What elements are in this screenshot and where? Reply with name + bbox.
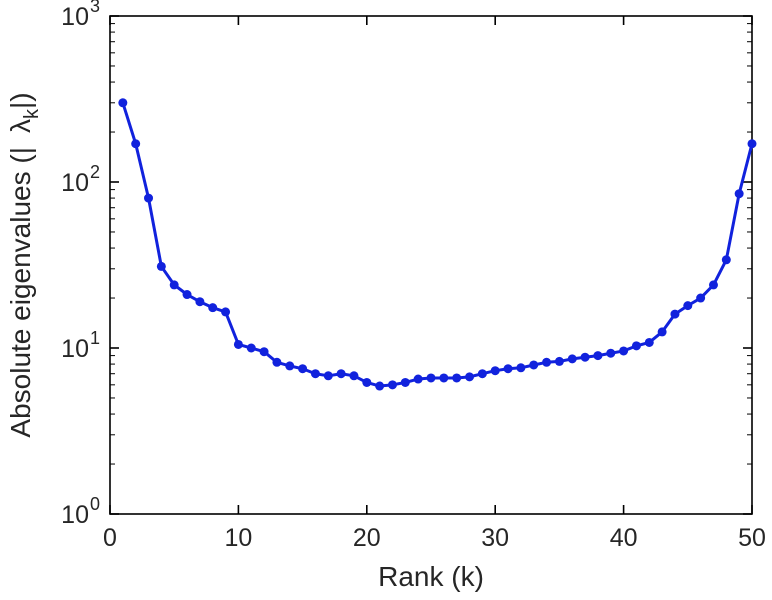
- data-marker: [259, 347, 269, 357]
- data-marker: [477, 369, 487, 379]
- x-tick-label: 30: [481, 524, 509, 552]
- data-marker: [118, 98, 128, 108]
- y-tick-label: 102: [61, 162, 100, 197]
- data-marker: [336, 369, 346, 379]
- data-marker: [310, 369, 320, 379]
- data-marker: [246, 343, 256, 353]
- data-marker: [272, 357, 282, 367]
- data-marker: [696, 293, 706, 303]
- data-marker: [683, 301, 693, 311]
- data-marker: [465, 372, 475, 382]
- data-marker: [221, 307, 231, 317]
- x-axis-label: Rank (k): [378, 561, 484, 592]
- data-marker: [323, 371, 333, 381]
- data-marker: [362, 377, 372, 387]
- x-tick-label: 10: [224, 524, 252, 552]
- data-marker: [285, 361, 295, 371]
- data-marker: [554, 356, 564, 366]
- data-marker: [644, 337, 654, 347]
- data-marker: [734, 189, 744, 199]
- data-marker: [195, 297, 205, 307]
- data-marker: [413, 374, 423, 384]
- data-marker: [156, 261, 166, 271]
- data-marker: [670, 309, 680, 319]
- data-marker: [375, 381, 385, 391]
- y-tick-label: 103: [61, 0, 100, 31]
- data-marker: [567, 354, 577, 364]
- x-tick-label: 20: [353, 524, 381, 552]
- data-marker: [452, 373, 462, 383]
- data-marker: [131, 139, 141, 149]
- y-axis-label: Absolute eigenvalues (|λk|): [5, 92, 43, 437]
- data-marker: [387, 380, 397, 390]
- data-marker: [439, 373, 449, 383]
- data-marker: [606, 348, 616, 358]
- data-marker: [747, 139, 757, 149]
- data-marker: [233, 339, 243, 349]
- axes-box: [109, 15, 753, 515]
- x-tick-label: 0: [103, 524, 117, 552]
- data-marker: [593, 351, 603, 361]
- data-marker: [490, 366, 500, 376]
- data-marker: [708, 280, 718, 290]
- data-marker: [619, 346, 629, 356]
- data-marker: [144, 193, 154, 203]
- data-marker: [298, 364, 308, 374]
- y-tick-label: 101: [61, 328, 100, 363]
- data-marker: [529, 360, 539, 370]
- data-marker: [503, 364, 513, 374]
- data-marker: [426, 373, 436, 383]
- data-marker: [349, 371, 359, 381]
- data-marker: [516, 363, 526, 373]
- data-marker: [182, 290, 192, 300]
- data-marker: [631, 341, 641, 351]
- data-marker: [657, 327, 667, 337]
- data-marker: [400, 377, 410, 387]
- y-tick-label: 100: [61, 494, 100, 529]
- x-tick-label: 40: [610, 524, 638, 552]
- data-marker: [721, 255, 731, 265]
- data-marker: [580, 352, 590, 362]
- data-marker: [169, 280, 179, 290]
- data-line: [121, 101, 754, 388]
- x-tick-label: 50: [738, 524, 766, 552]
- data-marker: [208, 303, 218, 313]
- data-marker: [542, 357, 552, 367]
